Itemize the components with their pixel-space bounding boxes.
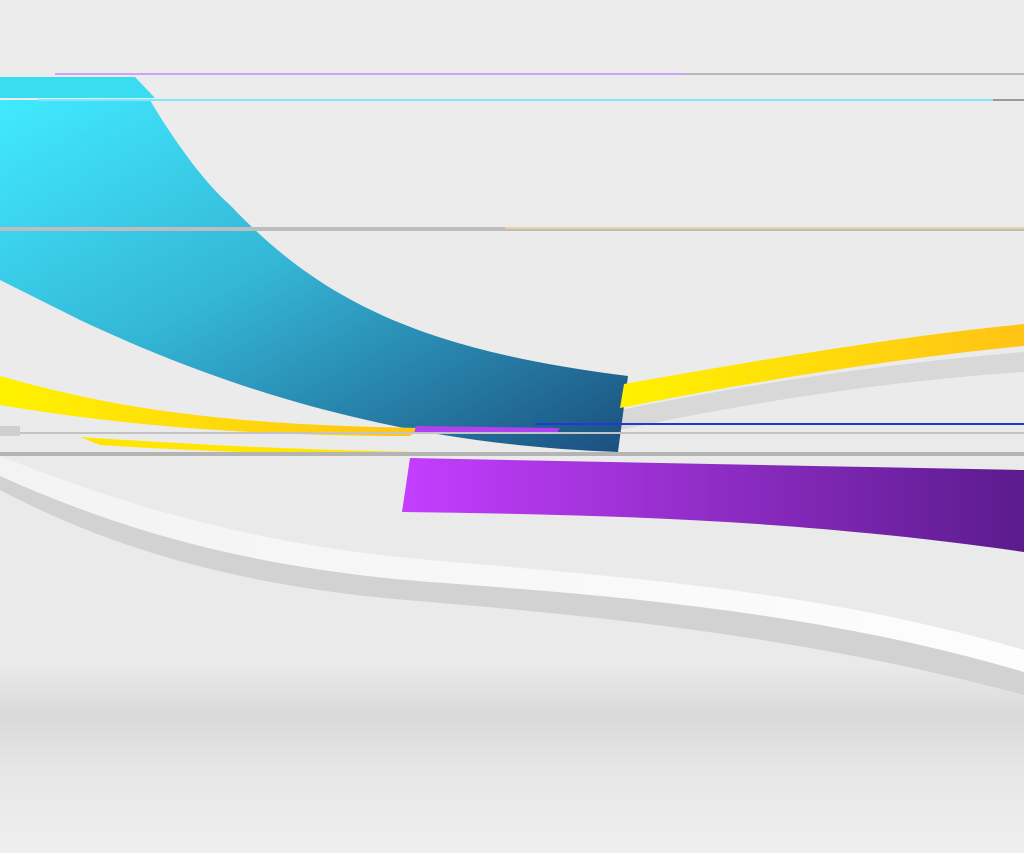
yellow-ribbon-mid	[80, 437, 948, 455]
yellow-ribbon-right	[620, 324, 1024, 408]
glitch-line-grey-4	[0, 432, 1024, 434]
glitch-line-cyan	[38, 99, 993, 101]
glitch-line-peach	[505, 227, 1024, 229]
wave-shadow	[0, 462, 1024, 695]
yellow-ribbon-shadow	[620, 352, 1024, 430]
glitch-line-lavender	[55, 73, 685, 75]
glitch-line-grey-top	[685, 73, 1024, 75]
glitch-line-grey-5	[0, 452, 1024, 456]
cyan-ribbon-top	[0, 77, 155, 98]
glitch-line-grey-6	[0, 426, 20, 436]
yellow-ribbon-left	[0, 376, 420, 436]
glitch-line-blue	[535, 423, 1024, 425]
purple-ribbon	[402, 458, 1024, 552]
glitch-line-grey-2	[993, 99, 1024, 101]
cyan-ribbon	[0, 100, 628, 452]
